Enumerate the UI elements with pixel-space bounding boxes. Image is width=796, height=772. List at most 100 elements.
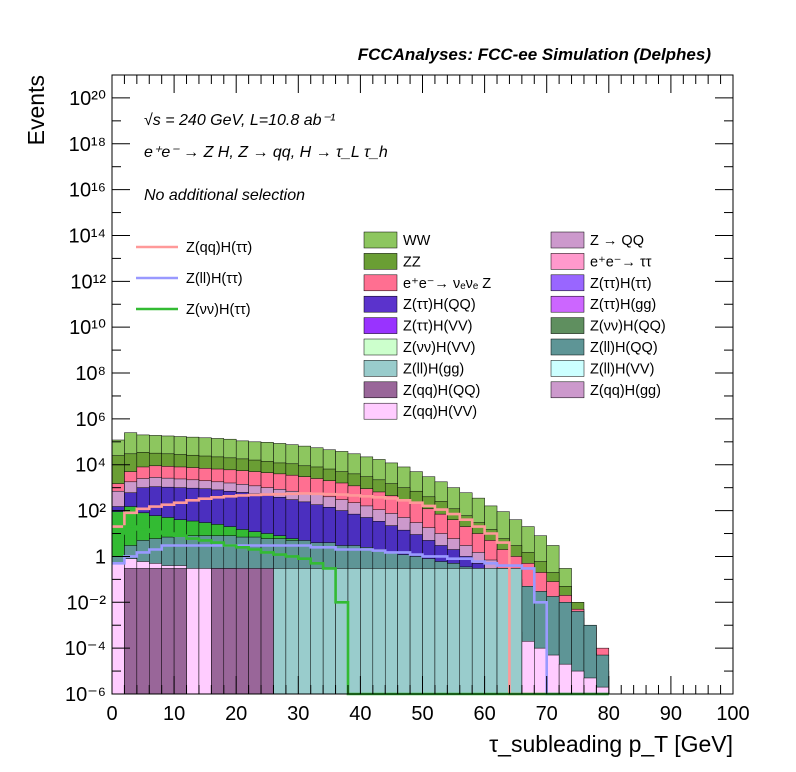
legend-label: Z(qq)H(QQ) bbox=[403, 383, 480, 399]
legend-swatch bbox=[550, 317, 585, 334]
x-tick-label: 50 bbox=[411, 703, 433, 725]
histogram-bin bbox=[310, 568, 324, 695]
y-tick-label: 10⁻⁶ bbox=[65, 684, 106, 706]
histogram-bin bbox=[223, 568, 237, 695]
histogram-bin bbox=[509, 568, 523, 695]
histogram-bin bbox=[235, 568, 249, 695]
x-tick-label: 90 bbox=[660, 703, 682, 725]
x-tick-label: 80 bbox=[598, 703, 620, 725]
x-tick-label: 60 bbox=[473, 703, 495, 725]
energy-luminosity-label: √s = 240 GeV, L=10.8 ab⁻¹ bbox=[144, 112, 335, 129]
background-legend: WW Z → QQ ZZ e⁺e⁻→ ττ e⁺e⁻→ νₑνₑ Z Z(ττ)H(ττ)… bbox=[363, 231, 666, 420]
histogram-bin bbox=[322, 568, 336, 695]
histogram-bin bbox=[335, 568, 349, 695]
histogram-bin bbox=[186, 568, 200, 695]
histogram-bin bbox=[422, 568, 436, 695]
histogram-bin bbox=[161, 568, 175, 695]
x-axis: 0 10 20 30 40 50 60 70 80 90 100 bbox=[106, 75, 750, 725]
histogram-bin bbox=[173, 568, 187, 695]
histogram-bin bbox=[496, 568, 510, 695]
histogram-bin bbox=[447, 568, 461, 695]
histogram-bin bbox=[260, 568, 274, 695]
y-tick-label: 10¹⁰ bbox=[69, 317, 106, 339]
histogram-bin bbox=[459, 568, 473, 695]
y-tick-label: 10⁻⁴ bbox=[65, 638, 106, 660]
stack-series-z-ll-h-gg bbox=[273, 568, 523, 695]
histogram-bin bbox=[248, 568, 262, 695]
y-tick-label: 10⁴ bbox=[75, 455, 106, 477]
stack-series-z-qq-h-qq bbox=[124, 568, 274, 695]
x-tick-label: 10 bbox=[163, 703, 185, 725]
y-tick-label: 10⁻² bbox=[67, 592, 107, 614]
histogram-bin bbox=[484, 568, 498, 695]
legend-swatch bbox=[550, 295, 585, 313]
histogram-bin bbox=[546, 654, 560, 695]
histogram-bin bbox=[397, 568, 411, 695]
legend-swatch bbox=[363, 360, 398, 377]
histogram-bin bbox=[149, 568, 162, 695]
legend-swatch bbox=[363, 317, 398, 334]
legend-label: ZZ bbox=[403, 254, 421, 270]
legend-swatch bbox=[550, 338, 585, 356]
y-tick-label: 10¹² bbox=[70, 271, 106, 293]
legend-swatch bbox=[550, 274, 585, 292]
legend-label: Z(νν)H(QQ) bbox=[590, 319, 666, 335]
y-tick-label: 10⁶ bbox=[76, 409, 106, 431]
histogram-bin bbox=[558, 663, 572, 695]
legend-swatch bbox=[550, 381, 585, 399]
y-tick-label: 10¹⁴ bbox=[69, 225, 107, 247]
legend-label: Z(ll)H(QQ) bbox=[590, 340, 658, 356]
legend-label: Z(qq)H(VV) bbox=[403, 404, 477, 420]
histogram-bin bbox=[360, 568, 374, 695]
legend-swatch bbox=[363, 274, 398, 292]
legend-swatch bbox=[550, 231, 585, 249]
histogram-bin bbox=[347, 568, 361, 695]
y-tick-label: 10¹⁸ bbox=[69, 134, 106, 156]
histogram-bin bbox=[521, 640, 535, 695]
legend-swatch bbox=[363, 231, 398, 249]
x-tick-label: 0 bbox=[106, 703, 117, 725]
y-axis: 10⁻⁶ 10⁻⁴ 10⁻² 1 10² 10⁴ 10⁶ 10⁸ 10¹⁰ 10¹² 10¹⁴ 10¹… bbox=[65, 88, 733, 706]
histogram-bin bbox=[471, 568, 485, 695]
legend-label: Z(ττ)H(ττ) bbox=[590, 276, 652, 292]
histogram-bin bbox=[211, 568, 225, 695]
legend-label: Z(ll)H(gg) bbox=[403, 361, 464, 377]
signal-legend: Z(qq)H(ττ) Z(ll)H(ττ) Z(νν)H(ττ) bbox=[136, 240, 252, 318]
histogram-bin bbox=[384, 568, 398, 695]
histogram-bin bbox=[273, 568, 287, 695]
legend-line-label: Z(ll)H(ττ) bbox=[186, 271, 243, 287]
legend-label: Z(ττ)H(QQ) bbox=[403, 297, 476, 313]
y-tick-label: 10² bbox=[77, 501, 106, 523]
y-tick-label: 10²⁰ bbox=[69, 88, 106, 110]
x-tick-label: 30 bbox=[287, 703, 309, 725]
legend-swatch bbox=[363, 381, 398, 399]
legend-swatch bbox=[363, 295, 398, 313]
process-label: e⁺e⁻ → Z H, Z → qq, H → τ_L τ_h bbox=[144, 144, 388, 161]
plot-header: FCCAnalyses: FCC-ee Simulation (Delphes) bbox=[358, 45, 712, 64]
legend-label: WW bbox=[403, 233, 431, 249]
histogram-bin bbox=[111, 563, 125, 695]
histogram-bin bbox=[298, 568, 311, 695]
y-axis-title: Events bbox=[23, 75, 49, 145]
histogram-bin bbox=[124, 568, 138, 695]
legend-swatch bbox=[363, 402, 398, 420]
x-tick-label: 70 bbox=[536, 703, 558, 725]
histogram-bin bbox=[434, 568, 448, 695]
legend-label: Z → QQ bbox=[590, 233, 644, 249]
legend-line-label: Z(νν)H(ττ) bbox=[186, 302, 251, 318]
x-tick-label: 40 bbox=[349, 703, 371, 725]
y-tick-label: 10¹⁶ bbox=[69, 180, 106, 202]
legend-swatch bbox=[363, 338, 398, 356]
legend-label: Z(ll)H(VV) bbox=[590, 361, 654, 377]
legend-label: Z(ττ)H(VV) bbox=[403, 319, 472, 335]
selection-label: No additional selection bbox=[144, 187, 305, 204]
legend-label: e⁺e⁻→ ττ bbox=[590, 254, 652, 270]
x-tick-label: 20 bbox=[225, 703, 247, 725]
signal-line-z-qq-h bbox=[112, 492, 609, 696]
signal-line-z-ll-h bbox=[112, 544, 609, 696]
stacked-histograms bbox=[111, 432, 610, 695]
legend-swatch bbox=[550, 360, 585, 377]
x-axis-title: τ_subleading p_T [GeV] bbox=[489, 731, 733, 757]
legend-label: Z(νν)H(VV) bbox=[403, 340, 476, 356]
